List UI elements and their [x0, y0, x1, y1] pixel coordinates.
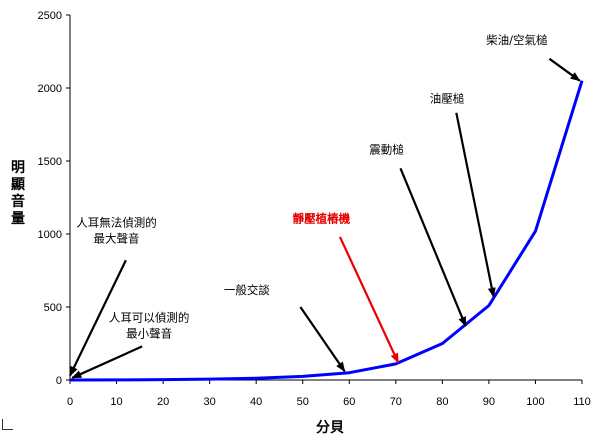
x-tick-label: 40	[250, 396, 262, 408]
annotation: 震動槌	[369, 143, 467, 327]
annotation-arrow	[69, 259, 127, 377]
corner-mark	[2, 419, 13, 430]
annotation-label: 人耳可以偵測的	[109, 311, 190, 325]
x-tick-label: 100	[526, 396, 544, 408]
plot-area	[69, 80, 584, 382]
annotation-label: 一般交談	[224, 283, 270, 297]
y-tick-label: 500	[44, 302, 62, 314]
annotation-label: 最大聲音	[94, 232, 140, 246]
x-tick-label: 90	[483, 396, 495, 408]
y-ticks: 0 500 1000 1500 2000 2500	[38, 10, 70, 387]
annotation-label: 油壓槌	[430, 92, 465, 106]
annotation: 靜壓植樁機	[293, 211, 400, 364]
annotation-arrow	[455, 112, 496, 298]
annotation-label: 最小聲音	[126, 327, 172, 341]
x-tick-label: 80	[436, 396, 448, 408]
annotation-arrow	[399, 167, 467, 327]
annotation-label: 柴油/空氣槌	[486, 33, 548, 47]
x-axis-title: 分貝	[316, 420, 344, 436]
axes: 0 500 1000 1500 2000 2500 0 10 20 30 40 50 60 70 80 90…	[38, 10, 591, 408]
annotation: 油壓槌	[430, 92, 496, 298]
y-tick-label: 1500	[38, 156, 62, 168]
x-tick-label: 50	[297, 396, 309, 408]
y-axis-title: 明顯音量	[11, 160, 25, 227]
y-tick-label: 2500	[38, 10, 62, 22]
series-line	[69, 80, 584, 382]
x-tick-label: 0	[67, 396, 73, 408]
annotation-label: 震動槌	[369, 143, 404, 157]
x-tick-label: 60	[343, 396, 355, 408]
annotation: 一般交談	[224, 283, 346, 373]
y-tick-label: 0	[56, 375, 62, 387]
annotation-arrow	[299, 306, 346, 373]
y-tick-label: 1000	[38, 229, 62, 241]
annotation-label: 靜壓植樁機	[293, 211, 351, 225]
annotation-arrow	[338, 236, 400, 364]
x-tick-label: 110	[573, 396, 591, 408]
annotation-label: 人耳無法偵測的	[76, 216, 157, 230]
x-tick-label: 20	[157, 396, 169, 408]
annotation-arrow	[548, 57, 581, 82]
annotation-arrow	[71, 345, 143, 379]
annotations: 柴油/空氣槌油壓槌震動槌靜壓植樁機一般交談人耳無法偵測的最大聲音人耳可以偵測的最…	[69, 33, 581, 379]
x-tick-label: 10	[110, 396, 122, 408]
x-tick-label: 30	[204, 396, 216, 408]
annotation: 柴油/空氣槌	[486, 33, 581, 82]
x-ticks: 0 10 20 30 40 50 60 70 80 90 100 110	[67, 380, 591, 408]
x-tick-label: 70	[390, 396, 402, 408]
y-tick-label: 2000	[38, 83, 62, 95]
